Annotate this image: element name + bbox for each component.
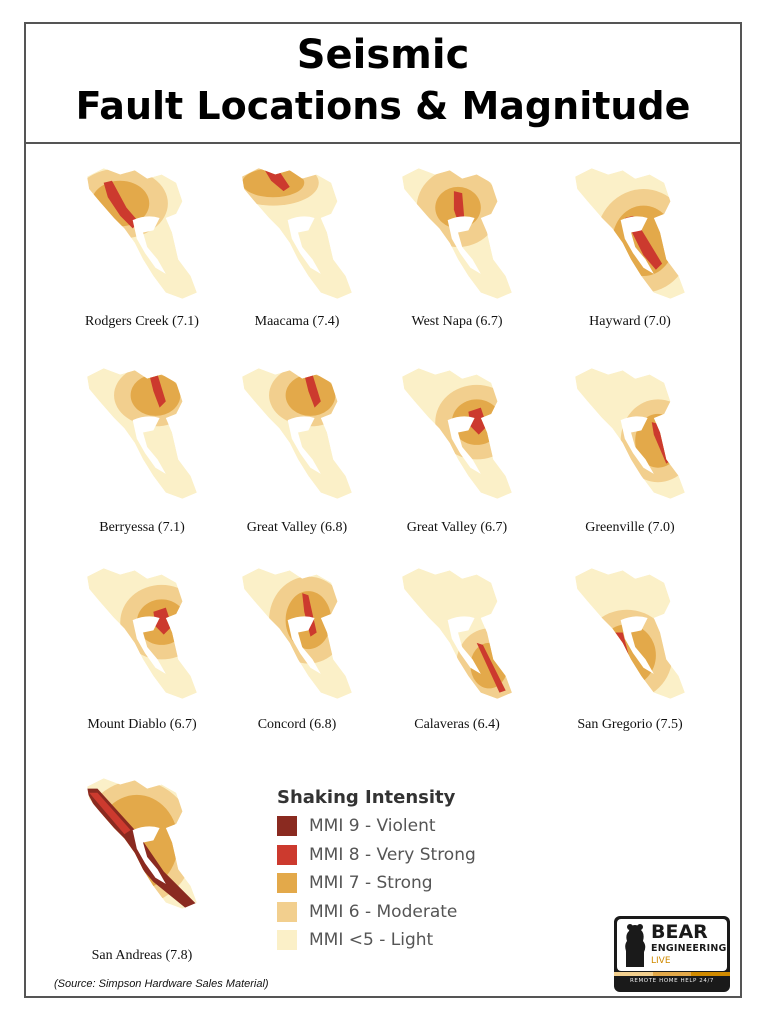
fault-label: Calaveras (6.4) [414,717,500,732]
page-frame: Seismic Fault Locations & Magnitude [24,22,742,998]
fault-label: Concord (6.8) [257,717,337,732]
fault-label: Mount Diablo (6.7) [87,717,197,732]
fault-label: West Napa (6.7) [411,314,503,329]
logo-tag: LIVE [651,956,671,966]
legend-label: MMI 8 - Very Strong [309,844,476,865]
bear-silhouette-icon [625,924,646,967]
legend-swatch [277,844,297,865]
fault-label: Berryessa (7.1) [99,520,185,535]
fault-label: San Gregorio (7.5) [577,717,683,732]
fault-mount-diablo-map [87,568,197,699]
legend-swatch [277,930,297,951]
fault-label: Hayward (7.0) [589,314,671,329]
fault-label: Great Valley (6.7) [406,520,508,535]
legend-item: MMI 8 - Very Strong [277,841,537,870]
legend-label: MMI 7 - Strong [309,873,433,894]
fault-calaveras-map [402,568,512,699]
fault-label: Greenville (7.0) [585,520,675,535]
fault-great-valley-68-map [242,368,352,499]
legend-label: MMI 9 - Violent [309,816,436,837]
page-title: Seismic [296,32,470,78]
fault-greenville-map [575,368,685,499]
legend-items: MMI 9 - Violent MMI 8 - Very Strong MMI 7 … [277,812,537,955]
legend: Shaking Intensity MMI 9 - Violent MMI 8 -… [277,784,537,955]
fault-great-valley-67-map [402,368,512,499]
bear-engineering-logo: BEAR ENGINEERING LIVE REMOTE HOME HELP 2… [614,916,730,992]
fault-san-andreas-map [87,778,197,909]
fault-berryessa-map [87,368,197,499]
source-note: (Source: Simpson Hardware Sales Material… [54,978,269,990]
fault-hayward-map [575,168,685,299]
legend-label: MMI <5 - Light [309,930,434,951]
logo-stripes [614,972,730,976]
legend-item: MMI 7 - Strong [277,869,537,898]
legend-title: Shaking Intensity [277,787,456,808]
fault-label: Rodgers Creek (7.1) [85,314,199,329]
legend-item: MMI 6 - Moderate [277,898,537,927]
fault-west-napa-map [402,168,512,299]
legend-swatch [277,873,297,894]
legend-label: MMI 6 - Moderate [309,901,458,922]
logo-tagline: REMOTE HOME HELP 24/7 [629,978,715,984]
title-box: Seismic Fault Locations & Magnitude [26,24,740,144]
legend-item: MMI <5 - Light [277,926,537,955]
fault-label: Maacama (7.4) [254,314,340,329]
fault-concord-map [242,568,352,699]
legend-swatch [277,816,297,837]
legend-swatch [277,901,297,922]
legend-item: MMI 9 - Violent [277,812,537,841]
fault-label: Great Valley (6.8) [246,520,348,535]
fault-label: San Andreas (7.8) [91,948,193,963]
fault-rodgers-creek-map [87,168,197,299]
logo-panel: BEAR ENGINEERING LIVE [617,919,727,971]
logo-subtitle: ENGINEERING [651,943,727,954]
fault-maacama-map [242,168,352,299]
page-subtitle: Fault Locations & Magnitude [75,84,691,128]
logo-name: BEAR [651,921,708,943]
fault-san-gregorio-map [575,568,685,699]
